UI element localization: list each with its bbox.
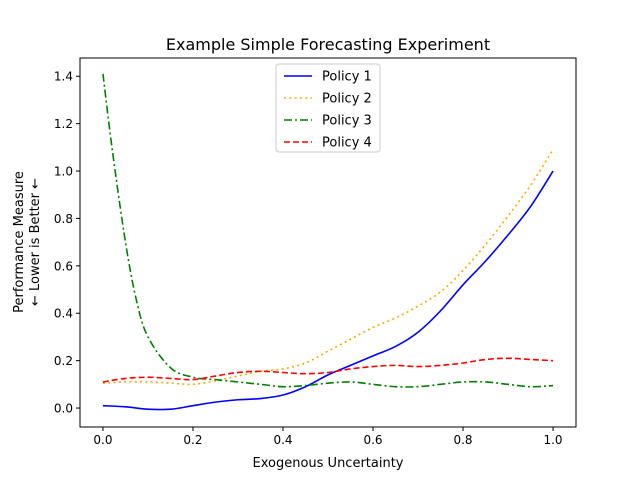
y-tick-label: 0.0	[54, 402, 73, 416]
legend-label-3: Policy 3	[322, 114, 372, 129]
y-tick-label: 1.0	[54, 165, 73, 179]
y-tick-label: 0.6	[54, 259, 73, 273]
legend-label-1: Policy 1	[322, 70, 372, 85]
x-tick-label: 0.8	[453, 433, 472, 447]
y-axis-label-line2: ← Lower is Better ←	[28, 178, 43, 306]
y-tick-label: 0.4	[54, 307, 73, 321]
chart-title: Example Simple Forecasting Experiment	[166, 35, 490, 54]
series-line-1	[102, 170, 554, 411]
plot-frame	[79, 57, 577, 428]
series-line-3	[102, 73, 554, 388]
x-tick-label: 1.0	[543, 433, 562, 447]
y-tick-label: 1.2	[54, 117, 73, 131]
x-tick-label: 0.2	[183, 433, 202, 447]
legend: Policy 1 Policy 2 Policy 3 Policy 4	[275, 63, 381, 153]
legend-label-4: Policy 4	[322, 136, 372, 151]
x-tick-label: 0.4	[273, 433, 292, 447]
legend-box	[275, 63, 381, 153]
y-axis-label-line1: Performance Measure	[12, 171, 27, 313]
x-tick-label: 0.6	[363, 433, 382, 447]
y-tick-label: 0.8	[54, 212, 73, 226]
x-tick-label: 0.0	[93, 433, 112, 447]
x-axis-label: Exogenous Uncertainty	[253, 456, 404, 471]
y-tick-label: 0.2	[54, 354, 73, 368]
series-line-4	[102, 357, 554, 383]
y-tick-label: 1.4	[54, 70, 73, 84]
legend-label-2: Policy 2	[322, 92, 372, 107]
